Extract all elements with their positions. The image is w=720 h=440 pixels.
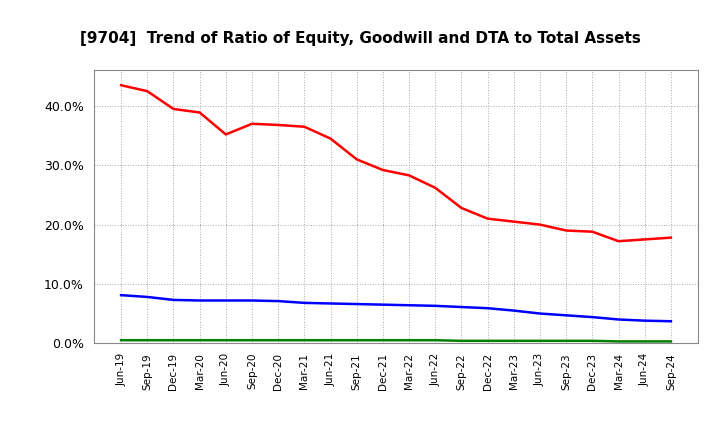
Goodwill bbox=[431, 303, 440, 308]
Goodwill bbox=[222, 298, 230, 303]
Deferred Tax Assets bbox=[379, 337, 387, 343]
Goodwill bbox=[457, 304, 466, 310]
Deferred Tax Assets bbox=[274, 337, 282, 343]
Equity bbox=[195, 110, 204, 115]
Equity bbox=[640, 237, 649, 242]
Equity bbox=[169, 106, 178, 112]
Goodwill bbox=[588, 315, 597, 320]
Goodwill bbox=[483, 305, 492, 311]
Deferred Tax Assets bbox=[640, 339, 649, 344]
Deferred Tax Assets bbox=[300, 337, 309, 343]
Goodwill bbox=[405, 303, 413, 308]
Deferred Tax Assets bbox=[405, 337, 413, 343]
Deferred Tax Assets bbox=[536, 338, 544, 344]
Goodwill bbox=[379, 302, 387, 307]
Equity bbox=[248, 121, 256, 126]
Equity bbox=[326, 136, 335, 141]
Deferred Tax Assets bbox=[143, 337, 152, 343]
Deferred Tax Assets bbox=[457, 338, 466, 344]
Goodwill bbox=[195, 298, 204, 303]
Equity bbox=[562, 228, 570, 233]
Equity bbox=[405, 173, 413, 178]
Equity bbox=[667, 235, 675, 240]
Equity bbox=[222, 132, 230, 137]
Goodwill bbox=[510, 308, 518, 313]
Equity bbox=[431, 185, 440, 191]
Goodwill bbox=[667, 319, 675, 324]
Deferred Tax Assets bbox=[588, 338, 597, 344]
Goodwill bbox=[169, 297, 178, 303]
Goodwill bbox=[117, 293, 125, 298]
Line: Equity: Equity bbox=[121, 85, 671, 241]
Goodwill bbox=[352, 301, 361, 307]
Goodwill bbox=[326, 301, 335, 306]
Equity bbox=[510, 219, 518, 224]
Deferred Tax Assets bbox=[614, 339, 623, 344]
Equity bbox=[457, 205, 466, 211]
Goodwill bbox=[640, 318, 649, 323]
Equity bbox=[483, 216, 492, 221]
Deferred Tax Assets bbox=[483, 338, 492, 344]
Deferred Tax Assets bbox=[667, 339, 675, 344]
Deferred Tax Assets bbox=[562, 338, 570, 344]
Line: Goodwill: Goodwill bbox=[121, 295, 671, 321]
Equity bbox=[379, 167, 387, 172]
Deferred Tax Assets bbox=[195, 337, 204, 343]
Equity bbox=[143, 88, 152, 94]
Deferred Tax Assets bbox=[352, 337, 361, 343]
Equity bbox=[588, 229, 597, 235]
Equity bbox=[300, 124, 309, 129]
Line: Deferred Tax Assets: Deferred Tax Assets bbox=[121, 340, 671, 341]
Equity bbox=[352, 157, 361, 162]
Goodwill bbox=[562, 313, 570, 318]
Deferred Tax Assets bbox=[326, 337, 335, 343]
Goodwill bbox=[536, 311, 544, 316]
Goodwill bbox=[300, 300, 309, 305]
Deferred Tax Assets bbox=[169, 337, 178, 343]
Goodwill bbox=[274, 298, 282, 304]
Goodwill bbox=[614, 317, 623, 322]
Deferred Tax Assets bbox=[248, 337, 256, 343]
Equity bbox=[274, 122, 282, 128]
Equity bbox=[614, 238, 623, 244]
Deferred Tax Assets bbox=[117, 337, 125, 343]
Goodwill bbox=[248, 298, 256, 303]
Equity bbox=[117, 83, 125, 88]
Deferred Tax Assets bbox=[510, 338, 518, 344]
Deferred Tax Assets bbox=[431, 337, 440, 343]
Equity bbox=[536, 222, 544, 227]
Deferred Tax Assets bbox=[222, 337, 230, 343]
Text: [9704]  Trend of Ratio of Equity, Goodwill and DTA to Total Assets: [9704] Trend of Ratio of Equity, Goodwil… bbox=[80, 31, 640, 46]
Goodwill bbox=[143, 294, 152, 300]
